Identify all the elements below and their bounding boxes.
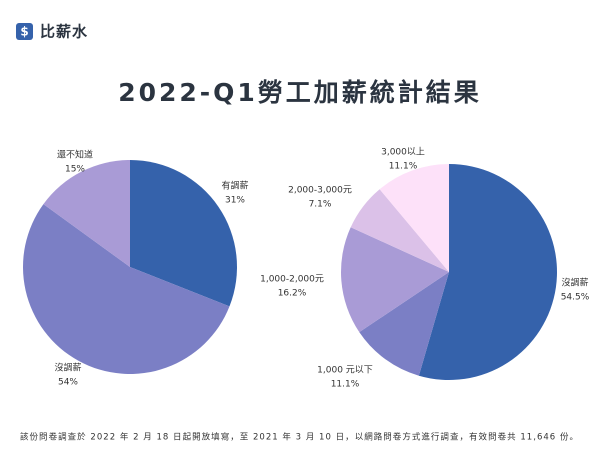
slice-value: 7.1%	[309, 200, 332, 210]
slice-label: 3,000以上	[381, 147, 425, 158]
slice-value: 15%	[65, 165, 85, 175]
pie-slice	[418, 164, 557, 380]
pie-slice	[379, 164, 449, 272]
slice-label: 還不知道	[57, 149, 93, 161]
pie-slice	[43, 160, 130, 267]
footnote: 該份問卷調查於 2022 年 2 月 18 日起開放填寫，至 2021 年 3 …	[20, 432, 578, 443]
brand: 比薪水	[40, 23, 88, 41]
slice-value: 16.2%	[278, 289, 307, 299]
slice-label: 1,000 元以下	[317, 366, 373, 376]
slice-value: 11.1%	[331, 380, 360, 390]
title: 2022-Q1勞工加薪統計結果	[118, 78, 482, 107]
slice-value: 11.1%	[389, 162, 418, 172]
pie-slice	[350, 189, 449, 272]
logo-icon: $	[20, 25, 28, 39]
slice-label: 1,000-2,000元	[260, 275, 324, 285]
pie-slice	[359, 272, 449, 376]
slice-label: 沒調薪	[561, 277, 588, 289]
slice-label: 2,000-3,000元	[288, 186, 352, 196]
slice-value: 54%	[58, 378, 78, 388]
slice-label: 沒調薪	[54, 362, 81, 374]
slice-label: 有調薪	[221, 180, 248, 192]
logo-box	[16, 23, 33, 40]
pie-slice	[22, 204, 230, 375]
slice-value: 31%	[225, 196, 245, 206]
pie-slice	[341, 227, 449, 333]
pie-slice	[130, 160, 237, 307]
slice-value: 54.5%	[561, 293, 590, 303]
